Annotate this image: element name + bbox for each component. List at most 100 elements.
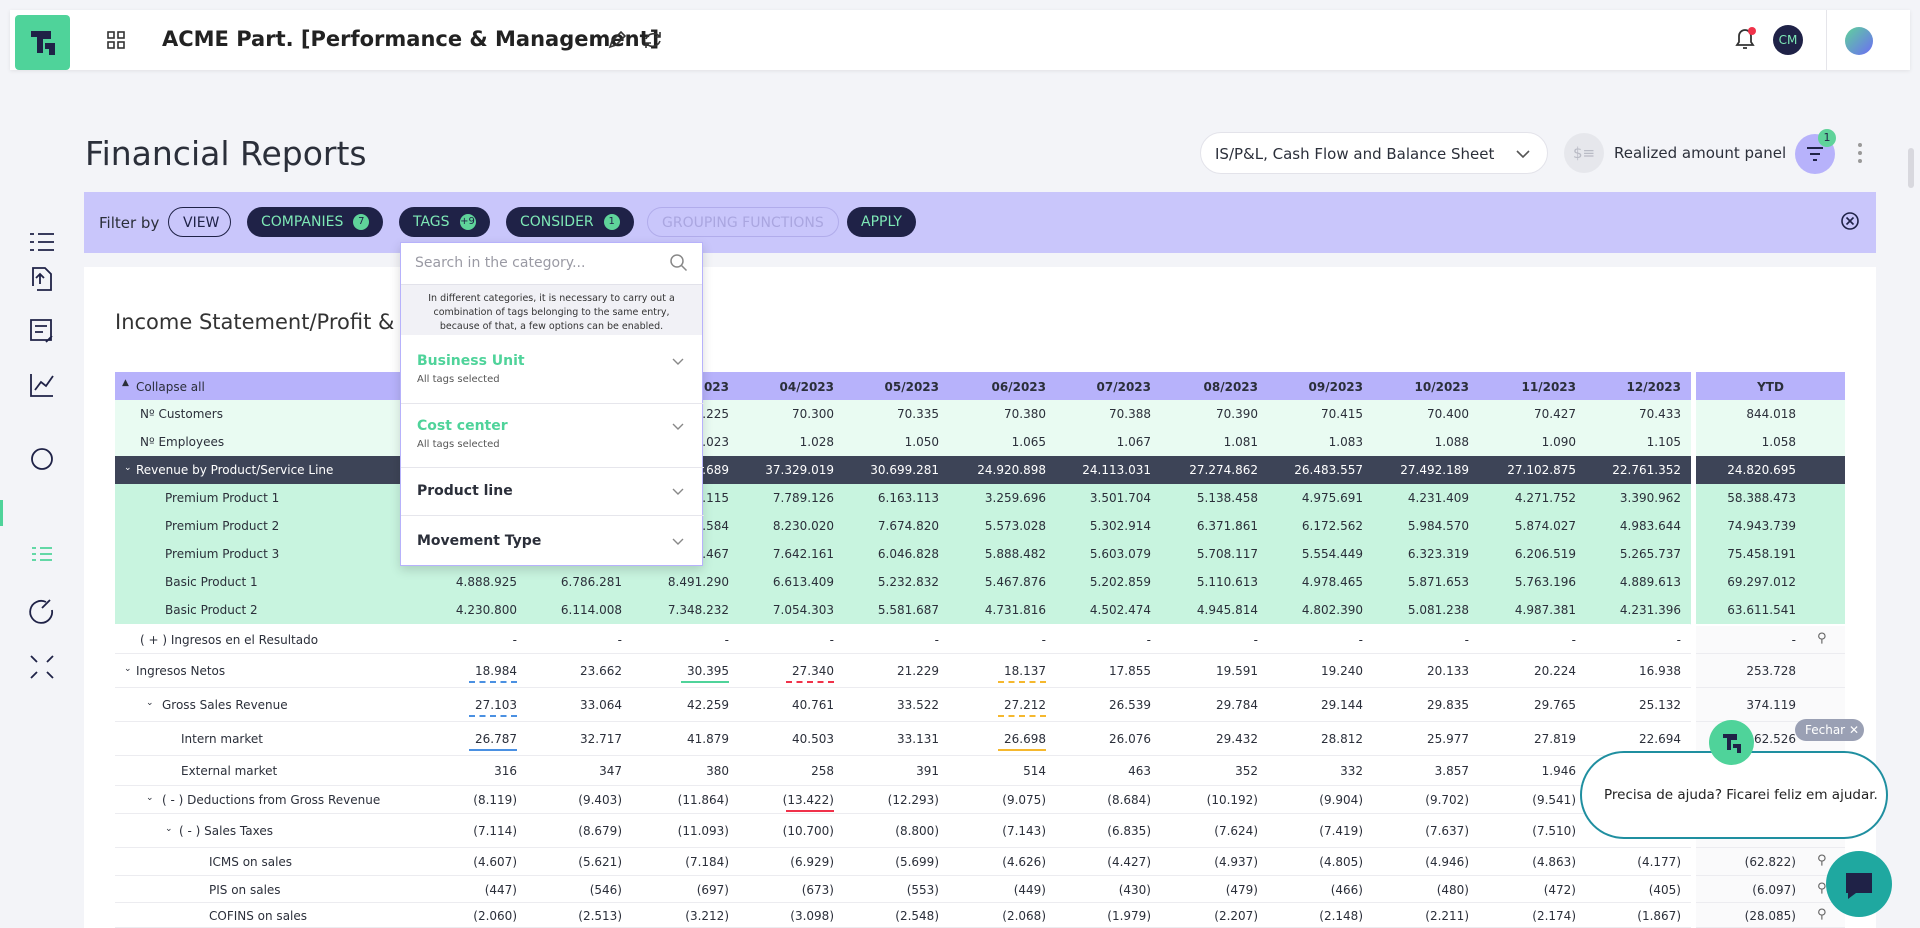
apply-chip[interactable]: APPLY: [847, 207, 916, 237]
category-label[interactable]: Product line: [417, 483, 513, 499]
apps-icon[interactable]: [106, 30, 126, 50]
logo[interactable]: [15, 15, 70, 70]
chip-label: COMPANIES: [261, 214, 344, 230]
row-ytd: 844.018: [1746, 407, 1796, 421]
row-value: (697): [696, 882, 729, 897]
report-select-text: IS/P&L, Cash Flow and Balance Sheet: [1215, 145, 1495, 163]
chat-close[interactable]: Fechar ✕: [1795, 719, 1864, 741]
row-value: 8.230.020: [772, 519, 834, 533]
row-value: 4.467: [694, 547, 729, 561]
row-label: ( - ) Sales Taxes: [179, 824, 273, 838]
row-value: 26.539: [1109, 698, 1151, 712]
row-label: Intern market: [181, 732, 263, 746]
notification-icon[interactable]: [1732, 26, 1758, 54]
top-bar: [10, 10, 1910, 70]
row-value: 70.415: [1321, 407, 1363, 421]
ytd-bg: [1696, 540, 1845, 568]
avatar[interactable]: CM: [1773, 25, 1803, 55]
row-value: 4.271.752: [1514, 491, 1576, 505]
chat-launcher-icon: [1846, 873, 1872, 899]
row-value: 6.613.409: [772, 575, 834, 589]
row-ytd: 74.943.739: [1727, 519, 1796, 533]
nav-import[interactable]: [32, 267, 52, 291]
category-label[interactable]: Business Unit: [417, 353, 525, 369]
more-icon[interactable]: [1855, 142, 1865, 166]
chat-launcher[interactable]: [1826, 851, 1892, 917]
companies-chip[interactable]: COMPANIES 7: [247, 207, 384, 237]
row-caret: ⌄: [124, 463, 132, 473]
row-value: (7.637): [1425, 824, 1469, 838]
nav-chart[interactable]: [30, 374, 54, 397]
row-value: 20.133: [1427, 664, 1469, 678]
nav-expand[interactable]: [30, 655, 54, 679]
category-label[interactable]: Cost center: [417, 418, 508, 434]
row-value: (11.093): [677, 824, 729, 838]
search-input[interactable]: Search in the category...: [415, 255, 586, 271]
row-bg: [115, 456, 1691, 484]
chip-label: TAGS: [413, 214, 450, 230]
row-value: 1.028: [799, 435, 834, 449]
divider: [401, 515, 704, 516]
row-caret: ⌄: [165, 824, 173, 834]
value-indicator: [681, 681, 729, 683]
column-header: 11/2023: [1521, 380, 1576, 394]
row-label: ICMS on sales: [209, 855, 293, 869]
row-value: (430): [1118, 882, 1151, 897]
row-value: 4.945.814: [1196, 603, 1258, 617]
tags-chip[interactable]: TAGS +9: [399, 207, 490, 237]
nav-list[interactable]: [30, 233, 54, 251]
row-value: (2.207): [1214, 908, 1258, 923]
row-value: 5.081.238: [1407, 603, 1469, 617]
row-value: 1.090: [1541, 435, 1576, 449]
row-label: ( - ) Deductions from Gross Revenue: [162, 793, 381, 807]
ytd-bg: [1696, 568, 1845, 596]
row-bg: [115, 688, 1691, 722]
nav-edit[interactable]: [30, 319, 53, 343]
column-header: 09/2023: [1308, 380, 1363, 394]
row-value: 24.920.898: [977, 463, 1046, 477]
row-ytd: (62.822): [1744, 855, 1796, 869]
row-value: 5.763.196: [1514, 575, 1576, 589]
row-value: 7.054.303: [772, 603, 834, 617]
category-label[interactable]: Movement Type: [417, 533, 542, 549]
value-indicator: [469, 681, 517, 683]
edit-icon[interactable]: [606, 29, 628, 51]
ytd-bg: [1696, 654, 1845, 688]
row-value: 27.212: [1004, 698, 1046, 712]
row-value: (9.702): [1425, 793, 1469, 807]
row-value: 6.046.828: [877, 547, 939, 561]
row-value: 16.938: [1639, 664, 1681, 678]
nav-finance[interactable]: [32, 547, 52, 561]
nav-target[interactable]: [31, 448, 53, 470]
row-ytd: (28.085): [1744, 908, 1796, 923]
view-chip[interactable]: VIEW: [168, 207, 231, 237]
report-select[interactable]: IS/P&L, Cash Flow and Balance Sheet: [1200, 132, 1548, 174]
row-value: 5.581.687: [877, 603, 939, 617]
row-value: (2.513): [578, 908, 622, 923]
refresh-icon[interactable]: [642, 29, 664, 51]
assistant-icon[interactable]: [1845, 27, 1873, 55]
consider-chip[interactable]: CONSIDER 1: [506, 207, 634, 237]
row-value: (4.863): [1532, 855, 1576, 869]
close-filters[interactable]: [1840, 211, 1860, 231]
row-value: 27.340: [792, 664, 834, 678]
panel-icon[interactable]: $≡: [1564, 133, 1604, 173]
row-value: 3.259.696: [984, 491, 1046, 505]
row-value: 40.503: [792, 732, 834, 746]
row-ytd: 374.119: [1746, 698, 1796, 712]
row-value: 40.761: [792, 698, 834, 712]
row-value: (10.700): [782, 824, 834, 838]
row-value: 6.371.861: [1196, 519, 1258, 533]
row-label: Gross Sales Revenue: [162, 698, 288, 712]
ytd-bg: [1696, 626, 1845, 654]
row-value: 4.889.613: [1619, 575, 1681, 589]
nav-goal[interactable]: [29, 599, 54, 624]
row-value: 4.230.800: [455, 603, 517, 617]
ytd-bg: [1696, 848, 1845, 876]
row-value: 37.329.019: [765, 463, 834, 477]
chip-badge: +9: [459, 214, 476, 230]
row-value: (9.403): [578, 793, 622, 807]
row-value: 33.064: [580, 698, 622, 712]
divider: [401, 467, 704, 468]
row-label: Basic Product 2: [165, 603, 258, 617]
